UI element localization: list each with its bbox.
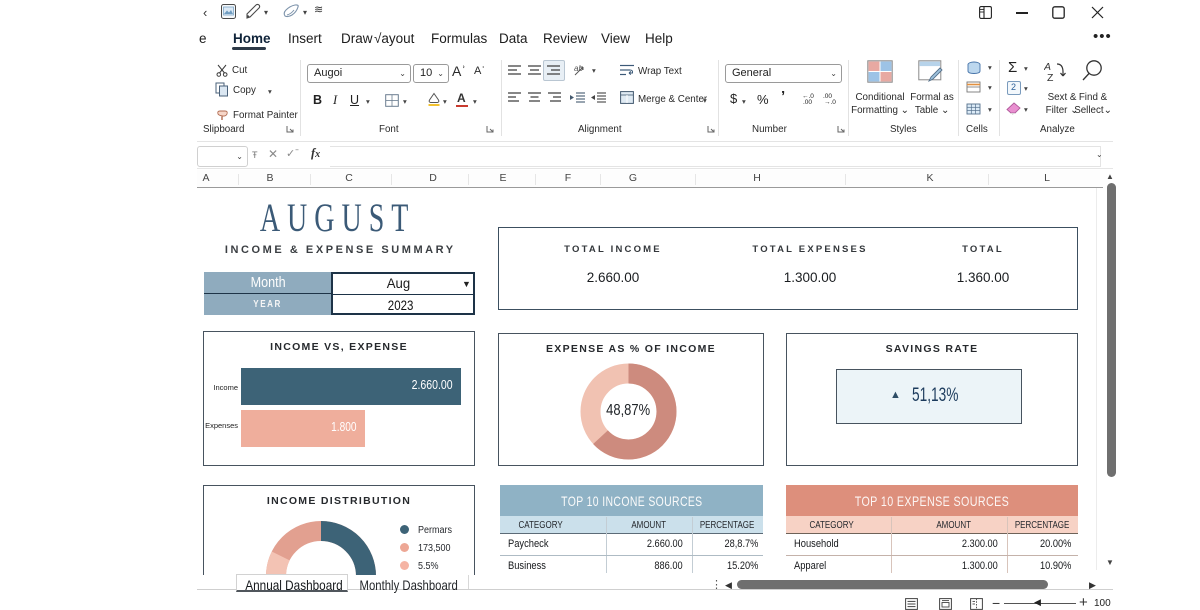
svg-text:.00: .00: [803, 99, 812, 104]
svg-text:A: A: [1044, 61, 1051, 73]
svg-text:Z: Z: [1047, 72, 1054, 84]
svg-text:←.0: ←.0: [802, 93, 814, 100]
svg-text:.00: .00: [823, 93, 832, 100]
svg-text:→.0: →.0: [824, 99, 836, 104]
svg-text:ab: ab: [574, 64, 583, 73]
